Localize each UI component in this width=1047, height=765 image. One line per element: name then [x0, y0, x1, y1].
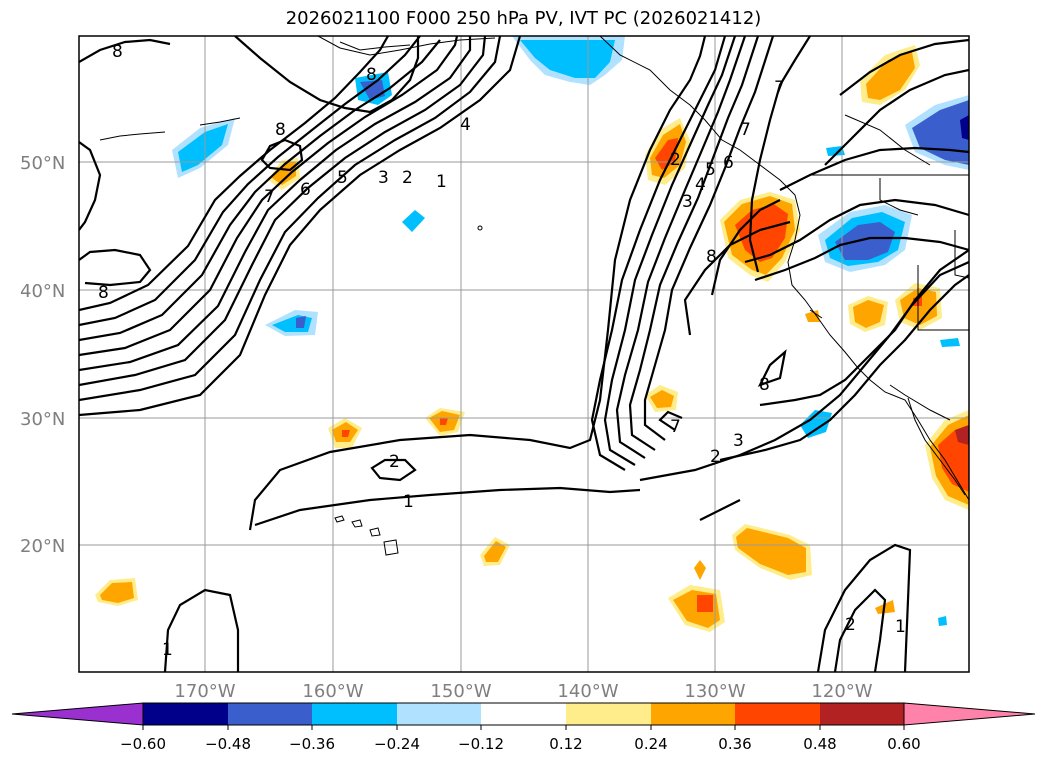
contour-label: 6 — [723, 153, 734, 173]
lon-label-130w: 130°W — [684, 681, 745, 702]
contour-label: 3 — [733, 431, 744, 451]
colorbar-tick-label: −0.60 — [120, 735, 166, 753]
contour-label: 5 — [337, 168, 348, 188]
lat-label-40n: 40°N — [20, 281, 65, 302]
map-frame — [78, 35, 970, 673]
positive-pv-patches — [95, 45, 969, 632]
lat-label-30n: 30°N — [20, 409, 65, 430]
contour-label: 2 — [670, 150, 681, 170]
colorbar-tick-label: 0.60 — [887, 735, 920, 753]
lat-label-20n: 20°N — [20, 536, 65, 557]
graticule — [79, 36, 969, 672]
contour-label: 6 — [300, 180, 311, 200]
colorbar-segment — [312, 703, 397, 725]
contour-label: 8 — [112, 42, 123, 62]
map-title: 2026021100 F000 250 hPa PV, IVT PC (2026… — [285, 8, 762, 29]
contour-label-group: 8 8 8 8 7 6 5 3 2 1 4 2 1 1 7 6 5 4 3 2 … — [98, 42, 906, 660]
contour-label: 3 — [378, 168, 389, 188]
colorbar-segment — [735, 703, 820, 725]
colorbar-tick-label: −0.12 — [458, 735, 504, 753]
contour-label: 3 — [682, 192, 693, 212]
lon-label-170w: 170°W — [174, 681, 235, 702]
contour-label: 2 — [845, 615, 856, 635]
lat-label-50n: 50°N — [20, 153, 65, 174]
colorbar-segment — [566, 703, 651, 725]
contour-label: 7 — [264, 187, 275, 207]
contour-label: 8 — [759, 375, 770, 395]
colorbar-segment — [820, 703, 904, 725]
contour-label: 1 — [436, 172, 447, 192]
contour-label: 2 — [710, 447, 721, 467]
lon-label-140w: 140°W — [557, 681, 618, 702]
contour-label: 1 — [895, 617, 906, 637]
contour-label: 8 — [98, 283, 109, 303]
colorbar-tick-label: −0.24 — [374, 735, 420, 753]
islands — [334, 225, 483, 556]
contour-label: 7 — [670, 417, 681, 437]
colorbar-tick-label: 0.24 — [634, 735, 667, 753]
contour-label: 4 — [695, 175, 706, 195]
contour-label: 4 — [460, 115, 471, 135]
contour-label: 1 — [162, 640, 173, 660]
colorbar-segment — [481, 703, 566, 725]
colorbar-segment — [651, 703, 735, 725]
colorbar-segment — [228, 703, 312, 725]
colorbar-tick-label: 0.12 — [549, 735, 582, 753]
contour-label: 8 — [706, 247, 717, 267]
contour-label: 7 — [740, 120, 751, 140]
colorbar-tick-label: 0.48 — [803, 735, 836, 753]
contour-label: 2 — [402, 168, 413, 188]
map-area: 8 8 8 8 7 6 5 3 2 1 4 2 1 1 7 6 5 4 3 2 … — [79, 36, 969, 672]
colorbar: −0.60 −0.48 −0.36 −0.24 −0.12 0.12 0.24 … — [11, 702, 1036, 753]
colorbar-extend-low — [11, 702, 144, 726]
contour-label: 7 — [774, 78, 785, 98]
lon-label-160w: 160°W — [302, 681, 363, 702]
lon-label-150w: 150°W — [430, 681, 491, 702]
contour-label: 1 — [403, 492, 414, 512]
colorbar-tick-label: −0.36 — [289, 735, 335, 753]
contour-label: 5 — [705, 160, 716, 180]
contour-label: 8 — [366, 65, 377, 85]
colorbar-extend-high — [903, 702, 1036, 726]
colorbar-segment — [397, 703, 481, 725]
contour-label: 8 — [275, 120, 286, 140]
colorbar-segment — [143, 703, 228, 725]
contour-label: 2 — [389, 452, 400, 472]
coastlines — [99, 36, 969, 501]
lon-label-120w: 120°W — [811, 681, 872, 702]
ivt-contours — [79, 36, 969, 672]
colorbar-tick-label: 0.36 — [718, 735, 751, 753]
colorbar-tick-label: −0.48 — [205, 735, 251, 753]
